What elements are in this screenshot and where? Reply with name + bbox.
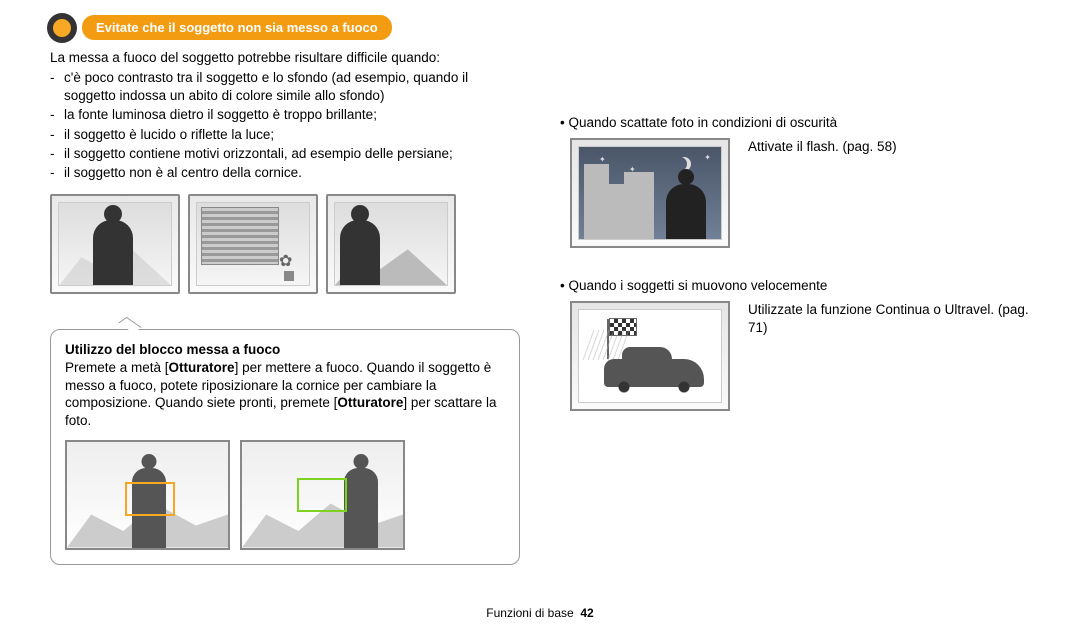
- list-item: -c'è poco contrasto tra il soggetto e lo…: [50, 69, 520, 105]
- car-icon: [604, 359, 704, 387]
- silhouette-icon: [666, 184, 706, 239]
- focus-box-ok-icon: [297, 478, 347, 512]
- list-item: -il soggetto è lucido o riflette la luce…: [50, 126, 520, 144]
- intro-text: La messa a fuoco del soggetto potrebbe r…: [50, 50, 520, 65]
- buildings-icon: [584, 184, 654, 239]
- note-flash: Attivate il flash. (pag. 58): [748, 138, 897, 156]
- thumb-blinds: [188, 194, 318, 294]
- list-item: -la fonte luminosa dietro il soggetto è …: [50, 106, 520, 124]
- page-footer: Funzioni di base 42: [0, 606, 1080, 620]
- callout-body: Premete a metà [Otturatore] per mettere …: [65, 359, 505, 429]
- thumb-night-scene: ✦ ✦ ✦: [570, 138, 730, 248]
- note-continuous: Utilizzate la funzione Continua o Ultrav…: [748, 301, 1030, 337]
- footer-section: Funzioni di base: [486, 606, 573, 620]
- right-bullet-motion: Quando i soggetti si muovono velocemente: [560, 278, 1030, 293]
- thumb-focus-center: [65, 440, 230, 550]
- list-item: -il soggetto non è al centro della corni…: [50, 164, 520, 182]
- thumb-fast-car: [570, 301, 730, 411]
- focus-box-warn-icon: [125, 482, 175, 516]
- callout-pointer-icon: [118, 317, 141, 333]
- page-number: 42: [580, 606, 593, 620]
- focus-lock-callout: Utilizzo del blocco messa a fuoco Premet…: [50, 329, 520, 564]
- gear-icon: [50, 16, 74, 40]
- example-thumbnails: [50, 194, 520, 294]
- thumb-offcenter: [326, 194, 456, 294]
- thumb-focus-recomposed: [240, 440, 405, 550]
- right-bullet-dark: Quando scattate foto in condizioni di os…: [560, 115, 1030, 130]
- list-item: -il soggetto contiene motivi orizzontali…: [50, 145, 520, 163]
- thumb-low-contrast: [50, 194, 180, 294]
- callout-title: Utilizzo del blocco messa a fuoco: [65, 342, 505, 357]
- section-pill: Evitate che il soggetto non sia messo a …: [82, 15, 392, 40]
- tip-header: Evitate che il soggetto non sia messo a …: [50, 15, 520, 40]
- difficulty-list: -c'è poco contrasto tra il soggetto e lo…: [50, 69, 520, 182]
